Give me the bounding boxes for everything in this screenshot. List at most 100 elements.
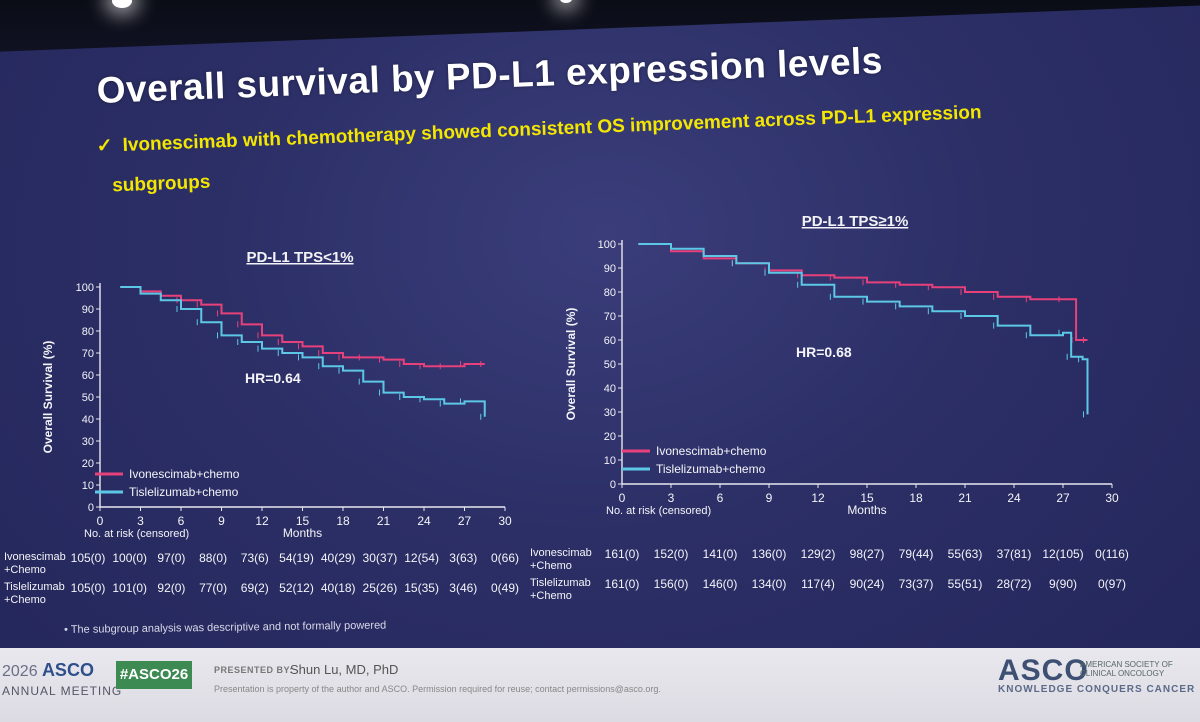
risk-cell: 134(0) [752,577,787,591]
x-tick-label: 30 [1105,491,1119,505]
x-tick-label: 3 [668,491,675,505]
society-name: AMERICAN SOCIETY OF CLINICAL ONCOLOGY [1080,660,1173,678]
risk-cell: 88(0) [199,551,227,565]
y-tick-label: 100 [598,239,616,251]
risk-cell: 92(0) [157,581,185,595]
x-tick-label: 12 [811,491,825,505]
risk-cell: 141(0) [703,547,738,561]
risk-row-label: +Chemo [530,560,572,572]
risk-cell: 101(0) [112,581,147,595]
x-tick-label: 9 [766,491,773,505]
y-tick-label: 10 [604,455,616,467]
risk-cell: 129(2) [801,547,836,561]
x-tick-label: 24 [1007,491,1021,505]
risk-cell: 40(18) [321,581,356,595]
y-tick-label: 100 [76,282,94,294]
x-tick-label: 3 [137,514,144,528]
y-tick-label: 60 [604,335,616,347]
risk-cell: 146(0) [703,577,738,591]
risk-row-label: Tislelizumab [530,577,591,589]
chart-title: PD-L1 TPS≥1% [802,213,909,230]
risk-cell: 97(0) [157,551,185,565]
risk-cell: 161(0) [605,547,640,561]
legend-label: Ivonescimab+chemo [129,467,240,481]
x-tick-label: 18 [336,514,350,528]
asco-logo: ASCO [998,654,1089,687]
risk-cell: 40(29) [321,551,356,565]
y-axis-label: Overall Survival (%) [41,341,55,454]
risk-cell: 9(90) [1049,577,1077,591]
risk-cell: 55(51) [948,577,983,591]
y-tick-label: 0 [88,502,94,514]
risk-cell: 105(0) [71,551,106,565]
hashtag-badge: #ASCO26 [116,661,192,689]
risk-cell: 77(0) [199,581,227,595]
presenter-name: Shun Lu, MD, PhD [290,662,399,677]
risk-cell: 54(19) [279,551,314,565]
x-tick-label: 24 [417,514,431,528]
risk-cell: 12(105) [1042,547,1083,561]
meeting-year: 2026 [2,663,38,680]
risk-cell: 117(4) [801,577,835,591]
legend-label: Ivonescimab+chemo [656,444,767,458]
x-tick-label: 15 [296,514,310,528]
km-chart-tps-ge1: PD-L1 TPS≥1% 0 10 20 30 40 50 60 70 80 90 100 0 3 6 9 12… [530,213,1129,602]
y-tick-label: 20 [604,431,616,443]
risk-cell: 0(116) [1095,547,1129,561]
risk-row-label: +Chemo [4,594,46,606]
risk-cell: 12(54) [404,551,439,565]
annual-meeting-label: ANNUAL MEETING [2,684,123,698]
property-note: Presentation is property of the author a… [214,684,661,694]
x-tick-label: 27 [1056,491,1070,505]
x-tick-label: 18 [909,491,923,505]
risk-cell: 161(0) [605,577,640,591]
x-tick-label: 0 [619,491,626,505]
risk-row-label: Ivonescimab [530,547,592,559]
y-tick-label: 50 [604,359,616,371]
risk-row-label: Tislelizumab [4,581,65,593]
y-tick-label: 90 [604,263,616,275]
y-axis-label: Overall Survival (%) [564,308,578,421]
risk-cell: 100(0) [112,551,147,565]
y-tick-label: 10 [82,480,94,492]
x-tick-label: 6 [717,491,724,505]
presented-by-label: PRESENTED BY: [214,665,293,675]
risk-cell: 37(81) [997,547,1032,561]
y-tick-label: 0 [610,479,616,491]
x-tick-label: 15 [860,491,874,505]
series-line-tislelizumab [120,286,486,417]
y-tick-label: 50 [82,392,94,404]
x-tick-label: 6 [178,514,185,528]
y-tick-label: 80 [604,287,616,299]
y-tick-label: 60 [82,370,94,382]
slide-footer [0,648,1200,722]
series-line-tislelizumab [638,243,1089,415]
x-tick-label: 21 [377,514,391,528]
risk-cell: 98(27) [850,547,885,561]
risk-cell: 156(0) [654,577,689,591]
y-tick-label: 70 [604,311,616,323]
x-tick-label: 30 [498,514,512,528]
risk-cell: 136(0) [752,547,787,561]
ceiling-light [112,0,132,8]
risk-cell: 3(63) [449,551,477,565]
x-tick-label: 12 [255,514,269,528]
risk-cell: 55(63) [948,547,983,561]
risk-cell: 79(44) [899,547,934,561]
y-tick-label: 30 [82,436,94,448]
hr-annotation: HR=0.68 [796,344,852,360]
hr-annotation: HR=0.64 [245,370,301,386]
x-tick-label: 9 [218,514,225,528]
ceiling-light [560,0,572,3]
legend-label: Tislelizumab+chemo [129,485,239,499]
risk-table-header: No. at risk (censored) [606,505,711,517]
risk-cell: 105(0) [71,581,106,595]
series-line-ivonescimab [638,243,1088,341]
km-chart-tps-lt1: PD-L1 TPS<1% 0 10 20 30 40 50 60 70 80 90 100 0 3 6 9 12… [4,249,519,606]
x-axis-label: Months [847,503,886,517]
risk-cell: 73(37) [899,577,934,591]
risk-cell: 15(35) [404,581,439,595]
risk-row-label: +Chemo [4,564,46,576]
